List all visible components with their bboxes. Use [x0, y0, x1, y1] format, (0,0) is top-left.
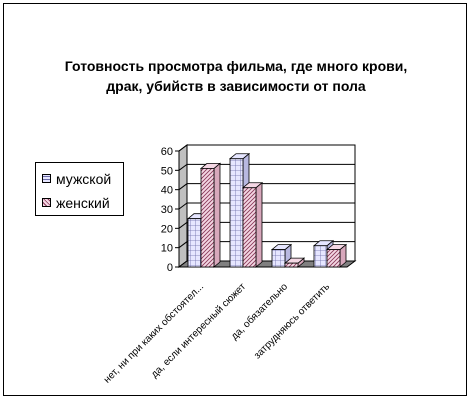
chart-title-line-1: Готовность просмотра фильма, где много к… [64, 58, 408, 74]
bar-side [213, 162, 221, 268]
chart-frame: Готовность просмотра фильма, где много к… [3, 3, 467, 396]
bar [283, 257, 306, 268]
chart-title-line-2: драк, убийств в зависимости от пола [106, 78, 366, 94]
y-tick-label: 40 [161, 185, 173, 197]
y-tick-label: 20 [161, 223, 173, 235]
legend-label: женский [56, 195, 110, 211]
chart-title: Готовность просмотра фильма, где много к… [4, 56, 468, 96]
bar-front [284, 262, 299, 268]
gridline [178, 202, 355, 210]
legend-swatch-grid-icon [42, 174, 51, 183]
bar [199, 162, 222, 268]
y-tick-label: 0 [167, 262, 173, 274]
y-tick-label: 60 [161, 146, 173, 158]
gridline [178, 241, 355, 249]
y-tick-label: 30 [161, 204, 173, 216]
x-axis-ticks: нет, ни при каких обстоятел...да, если и… [101, 280, 332, 385]
bar-front [271, 249, 286, 268]
gridline [178, 163, 355, 171]
y-tick-label: 10 [161, 243, 173, 255]
bar-front [187, 218, 202, 268]
bar [325, 243, 348, 268]
gridline [178, 221, 355, 229]
bar [241, 181, 264, 268]
y-tick-label: 50 [161, 165, 173, 177]
bar-front [229, 158, 244, 268]
bar-front [242, 187, 257, 268]
bars [186, 152, 348, 268]
gridline [178, 144, 355, 152]
gridline [178, 183, 355, 191]
bar-front [313, 245, 328, 268]
legend-label: мужской [56, 171, 112, 187]
x-tick-label: затрудняюсь ответить [252, 281, 332, 361]
legend-swatch-diagonal-icon [42, 198, 51, 207]
bar-side [255, 181, 263, 268]
bar-front [200, 167, 215, 268]
bar-front [326, 249, 341, 268]
chart-legend: мужской женский [35, 162, 124, 216]
y-axis-ticks: 0 10 20 30 40 50 60 [161, 146, 180, 274]
